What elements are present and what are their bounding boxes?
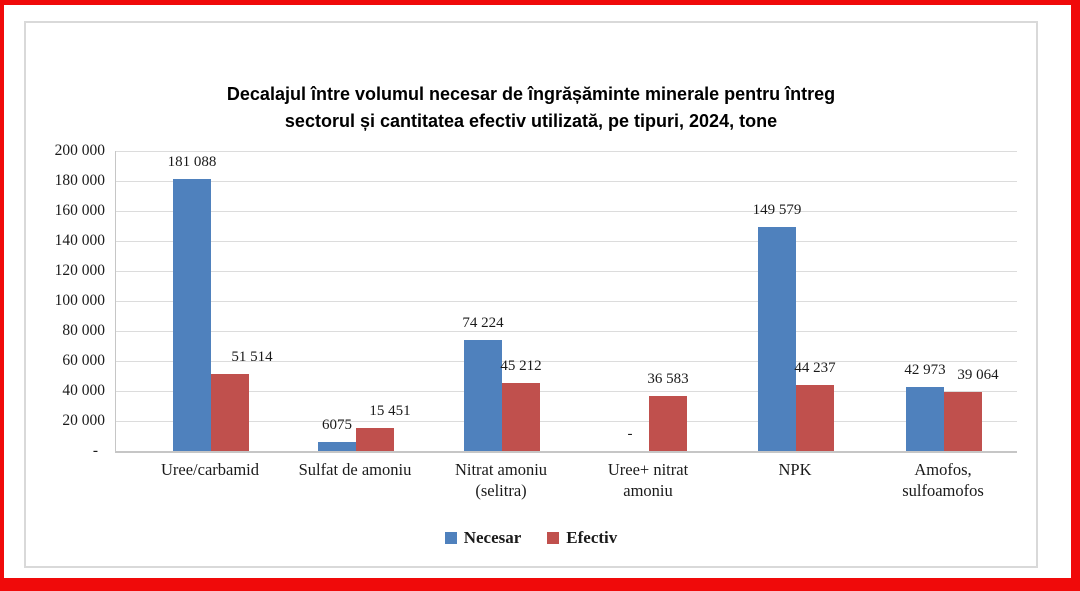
category-label-1: Uree/carbamid [120, 459, 300, 480]
bar-necesar-6 [906, 387, 944, 451]
plot-area: 181 088 51 514 6075 15 451 74 224 45 212 - 36 5… [115, 151, 1017, 453]
y-axis-tick-label: - [92, 442, 98, 459]
gridline [116, 241, 1017, 242]
gridline [116, 421, 1017, 422]
y-axis-tick-label: 80 000 [62, 322, 105, 339]
gridline [116, 181, 1017, 182]
category-label-line: Uree+ nitrat [607, 460, 689, 479]
category-label-6: Amofos, sulfoamofos [853, 459, 1033, 501]
bar-label-necesar-2: 6075 [322, 417, 352, 433]
category-label-line: Amofos, [914, 460, 972, 479]
chart-title-line-2: sectorul și cantitatea efectiv utilizată… [284, 111, 778, 131]
gridline [116, 331, 1017, 332]
bar-label-efectiv-4: 36 583 [647, 371, 689, 387]
chart-container: Decalajul între volumul necesar de îngră… [24, 21, 1038, 568]
bar-efectiv-1 [211, 374, 249, 451]
category-label-line: Sulfat de amoniu [298, 460, 412, 479]
y-axis-tick-label: 140 000 [54, 232, 105, 249]
y-axis-tick-label: 160 000 [54, 202, 105, 219]
gridline [116, 211, 1017, 212]
category-label-2: Sulfat de amoniu [265, 459, 445, 480]
y-axis-tick-label: 20 000 [62, 412, 105, 429]
bar-necesar-2 [318, 442, 356, 451]
bar-necesar-1 [173, 179, 211, 451]
chart-title: Decalajul între volumul necesar de îngră… [26, 81, 1036, 135]
category-label-4: Uree+ nitrat amoniu [558, 459, 738, 501]
category-label-line: amoniu [623, 481, 673, 500]
y-axis-tick-label: 120 000 [54, 262, 105, 279]
bar-efectiv-2 [356, 428, 394, 451]
chart-title-line-1: Decalajul între volumul necesar de îngră… [226, 84, 836, 104]
gridline [116, 271, 1017, 272]
bar-label-efectiv-5: 44 237 [794, 360, 836, 376]
bar-efectiv-4 [649, 396, 687, 451]
bar-label-necesar-6: 42 973 [904, 362, 946, 378]
bar-label-necesar-4-empty: - [627, 426, 633, 442]
legend-swatch-efectiv [547, 532, 560, 544]
bar-efectiv-3 [502, 383, 540, 451]
legend-item-efectiv: Efectiv [547, 528, 617, 548]
bar-necesar-5 [758, 227, 796, 451]
category-label-5: NPK [705, 459, 885, 480]
y-axis-tick-label: 100 000 [54, 292, 105, 309]
bar-label-efectiv-2: 15 451 [369, 403, 411, 419]
gridline [116, 391, 1017, 392]
bar-label-necesar-5: 149 579 [752, 202, 802, 218]
bar-necesar-3 [464, 340, 502, 451]
category-label-3: Nitrat amoniu (selitra) [411, 459, 591, 501]
legend-label-necesar: Necesar [463, 528, 522, 547]
category-label-line: sulfoamofos [902, 481, 984, 500]
bar-label-efectiv-3: 45 212 [500, 358, 542, 374]
bar-efectiv-6 [944, 392, 982, 451]
y-axis-tick-label: 200 000 [54, 142, 105, 159]
category-label-line: NPK [778, 460, 812, 479]
y-axis-tick-label: 40 000 [62, 382, 105, 399]
bar-label-necesar-3: 74 224 [462, 315, 504, 331]
bar-label-efectiv-1: 51 514 [231, 349, 273, 365]
y-axis: 200 000 180 000 160 000 140 000 120 000 100 0… [26, 142, 105, 459]
legend-item-necesar: Necesar [444, 528, 522, 548]
category-label-line: Uree/carbamid [160, 460, 260, 479]
bar-label-necesar-1: 181 088 [167, 154, 217, 170]
legend-swatch-necesar [444, 532, 457, 544]
legend: Necesar Efectiv [26, 528, 1036, 548]
gridline [116, 361, 1017, 362]
y-axis-tick-label: 60 000 [62, 352, 105, 369]
gridline [116, 301, 1017, 302]
bar-label-efectiv-6: 39 064 [957, 367, 999, 383]
category-label-line: (selitra) [475, 481, 527, 500]
legend-label-efectiv: Efectiv [566, 528, 618, 547]
y-axis-tick-label: 180 000 [54, 172, 105, 189]
bar-efectiv-5 [796, 385, 834, 451]
gridline [116, 151, 1017, 152]
category-label-line: Nitrat amoniu [454, 460, 548, 479]
